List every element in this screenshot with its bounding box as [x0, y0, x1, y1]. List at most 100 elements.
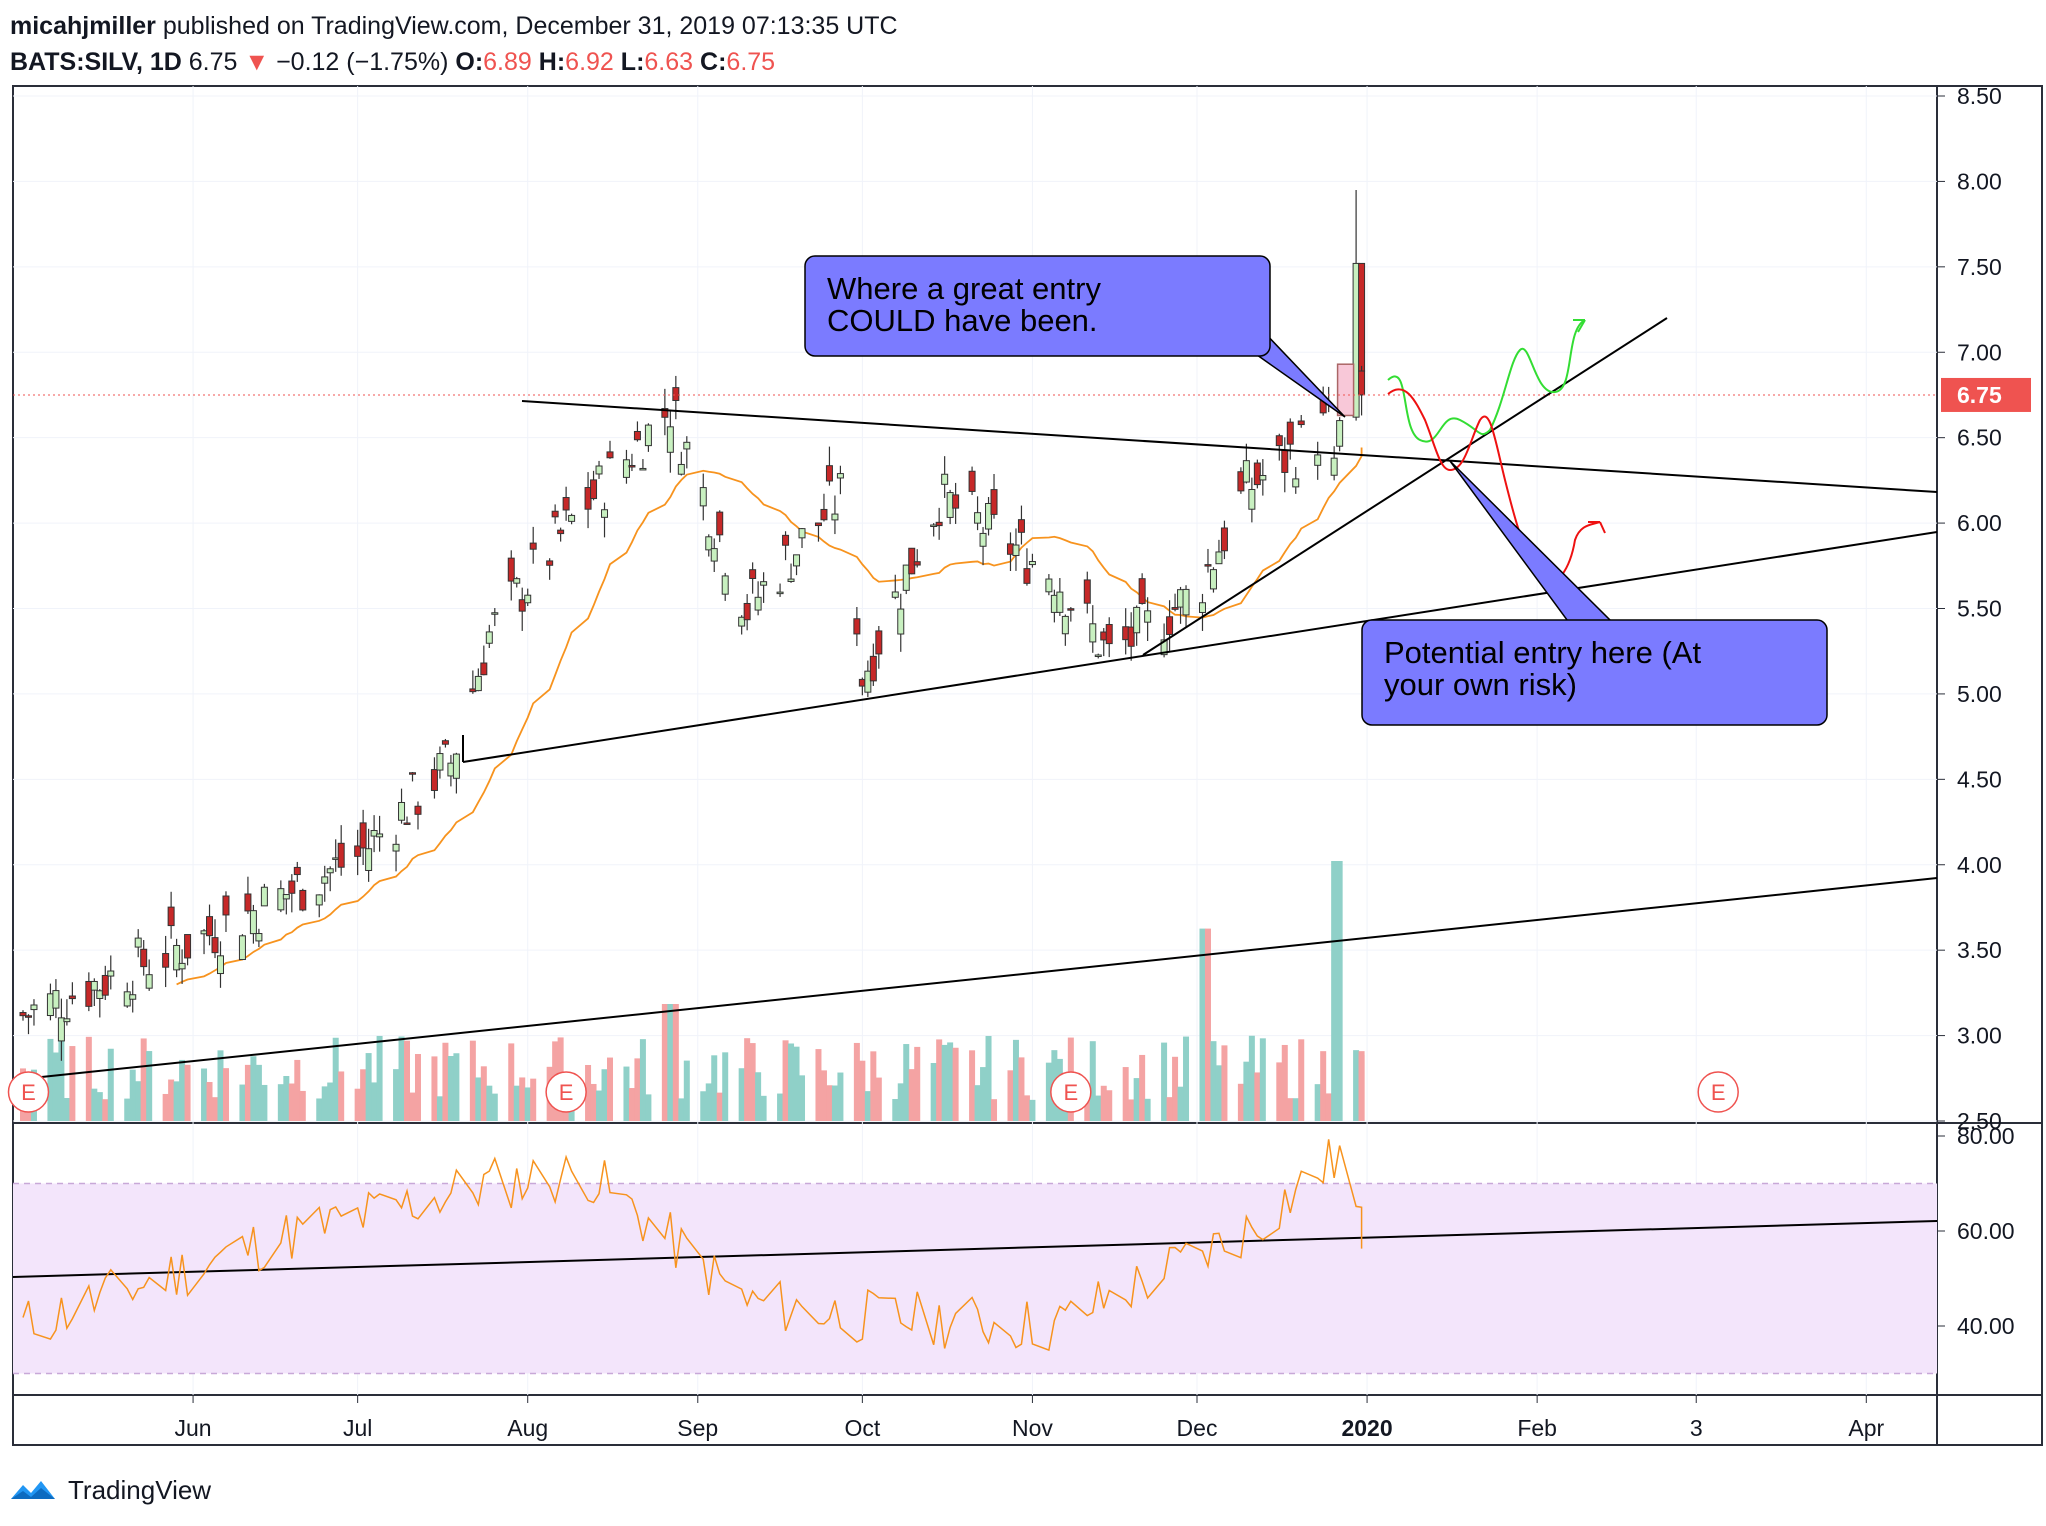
- volume-bar: [985, 1035, 992, 1121]
- price-tick-label: 4.50: [1957, 766, 2002, 792]
- candle-up: [315, 894, 323, 906]
- price-tick-label: 6.00: [1957, 510, 2002, 536]
- volume-bar: [1177, 1086, 1184, 1121]
- volume-bar: [47, 1038, 54, 1121]
- volume-bar: [442, 1042, 449, 1121]
- volume-bar: [1358, 1054, 1365, 1121]
- volume-bar: [1292, 1098, 1299, 1121]
- candle-down: [167, 906, 175, 927]
- volume-bar: [1259, 1038, 1266, 1121]
- moving-average-line: [176, 447, 1363, 986]
- candle-down: [414, 805, 422, 815]
- time-tick-label: Aug: [507, 1415, 548, 1441]
- price-tick-label: 3.50: [1957, 937, 2002, 963]
- volume-bar: [667, 1004, 674, 1121]
- candle-down: [1166, 616, 1174, 635]
- time-tick-label: Apr: [1848, 1415, 1884, 1441]
- volume-bar: [332, 1037, 339, 1121]
- candle-down: [546, 560, 554, 566]
- volume-bar: [1248, 1035, 1255, 1121]
- time-tick-label: Jul: [343, 1415, 372, 1441]
- published-text: published on TradingView.com, December 3…: [162, 12, 898, 40]
- volume-bar: [168, 1079, 175, 1121]
- price-chart[interactable]: 8.50 8.00 7.50 7.00 6.50 6.00 5.50 5.00 4.50 4.00…: [0, 0, 2046, 1470]
- volume-bar: [628, 1088, 635, 1121]
- volume-bar: [722, 1052, 729, 1121]
- candle-up: [595, 465, 603, 475]
- volume-bar: [1045, 1062, 1052, 1121]
- candle-up: [326, 868, 334, 874]
- candle-up: [798, 528, 806, 539]
- volume-bar: [639, 1039, 646, 1121]
- volume-bar: [1353, 1050, 1360, 1121]
- volume-bar: [941, 1044, 948, 1121]
- candle-down: [1358, 262, 1366, 372]
- candle-up: [452, 753, 460, 779]
- earnings-marker-label: E: [1711, 1080, 1726, 1105]
- footer-brand[interactable]: TradingView: [68, 1474, 212, 1505]
- candle-down: [672, 387, 680, 401]
- time-tick-label: Sep: [677, 1415, 718, 1441]
- candle-down: [661, 408, 669, 418]
- candle-down: [1297, 420, 1305, 426]
- volume-bar: [91, 1088, 98, 1121]
- volume-bar: [491, 1093, 498, 1121]
- candle-up: [485, 631, 493, 644]
- volume-bar: [782, 1040, 789, 1121]
- volume-bar: [222, 1068, 229, 1121]
- author-name[interactable]: micahjmiller: [10, 12, 156, 40]
- volume-bar: [1161, 1042, 1168, 1121]
- candle-up: [57, 1017, 65, 1042]
- volume-bar: [864, 1091, 871, 1121]
- time-tick-label: Jun: [175, 1415, 212, 1441]
- candle-down: [409, 772, 417, 775]
- candle-down: [480, 662, 488, 676]
- volume-bar: [705, 1083, 712, 1121]
- price-tick-label: 3.00: [1957, 1023, 2002, 1049]
- volume-bar: [96, 1092, 103, 1121]
- volume-bar: [244, 1064, 251, 1121]
- volume-bar: [936, 1039, 943, 1121]
- volume-bar: [1254, 1072, 1261, 1121]
- candle-up: [738, 616, 746, 627]
- long-term-trendline: [12, 877, 1938, 1081]
- candle-up: [902, 564, 910, 591]
- candle-up: [710, 548, 718, 562]
- volume-bar: [1320, 1051, 1327, 1121]
- volume-bar: [897, 1083, 904, 1121]
- open-label: O:: [455, 48, 484, 76]
- candle-down: [1286, 421, 1294, 445]
- candle-down: [222, 895, 230, 916]
- candle-down: [68, 995, 76, 1000]
- earnings-marker-icon: [545, 1071, 587, 1113]
- volume-bar: [469, 1040, 476, 1121]
- candle-up: [436, 753, 444, 771]
- volume-bar: [969, 1050, 976, 1121]
- volume-bar: [409, 1092, 416, 1121]
- price-tick-label: 5.50: [1957, 596, 2002, 622]
- candle-down: [825, 465, 833, 482]
- volume-bar: [1331, 861, 1338, 1121]
- volume-bar: [661, 1004, 668, 1121]
- candle-up: [30, 1004, 38, 1011]
- price-tick-label: 7.00: [1957, 339, 2002, 365]
- high-value: 6.92: [565, 48, 614, 76]
- earnings-marker-icon: [1697, 1071, 1739, 1113]
- candle-down: [244, 893, 252, 912]
- volume-bar: [1314, 1084, 1321, 1121]
- candle-up: [238, 935, 246, 961]
- volume-bar: [1023, 1095, 1030, 1121]
- volume-bar: [404, 1040, 411, 1121]
- candle-up: [787, 578, 795, 582]
- tradingview-logo-icon[interactable]: [8, 1475, 58, 1505]
- volume-bar: [530, 1078, 537, 1121]
- candle-up: [974, 512, 982, 524]
- candle-down: [1281, 449, 1289, 473]
- volume-bar: [1276, 1062, 1283, 1121]
- candle-up: [1336, 420, 1344, 447]
- symbol-label[interactable]: BATS:SILV, 1D: [10, 48, 182, 76]
- volume-bar: [683, 1060, 690, 1121]
- last-price-badge: [1941, 377, 2031, 412]
- volume-bar: [1199, 928, 1206, 1121]
- candle-down: [562, 497, 570, 511]
